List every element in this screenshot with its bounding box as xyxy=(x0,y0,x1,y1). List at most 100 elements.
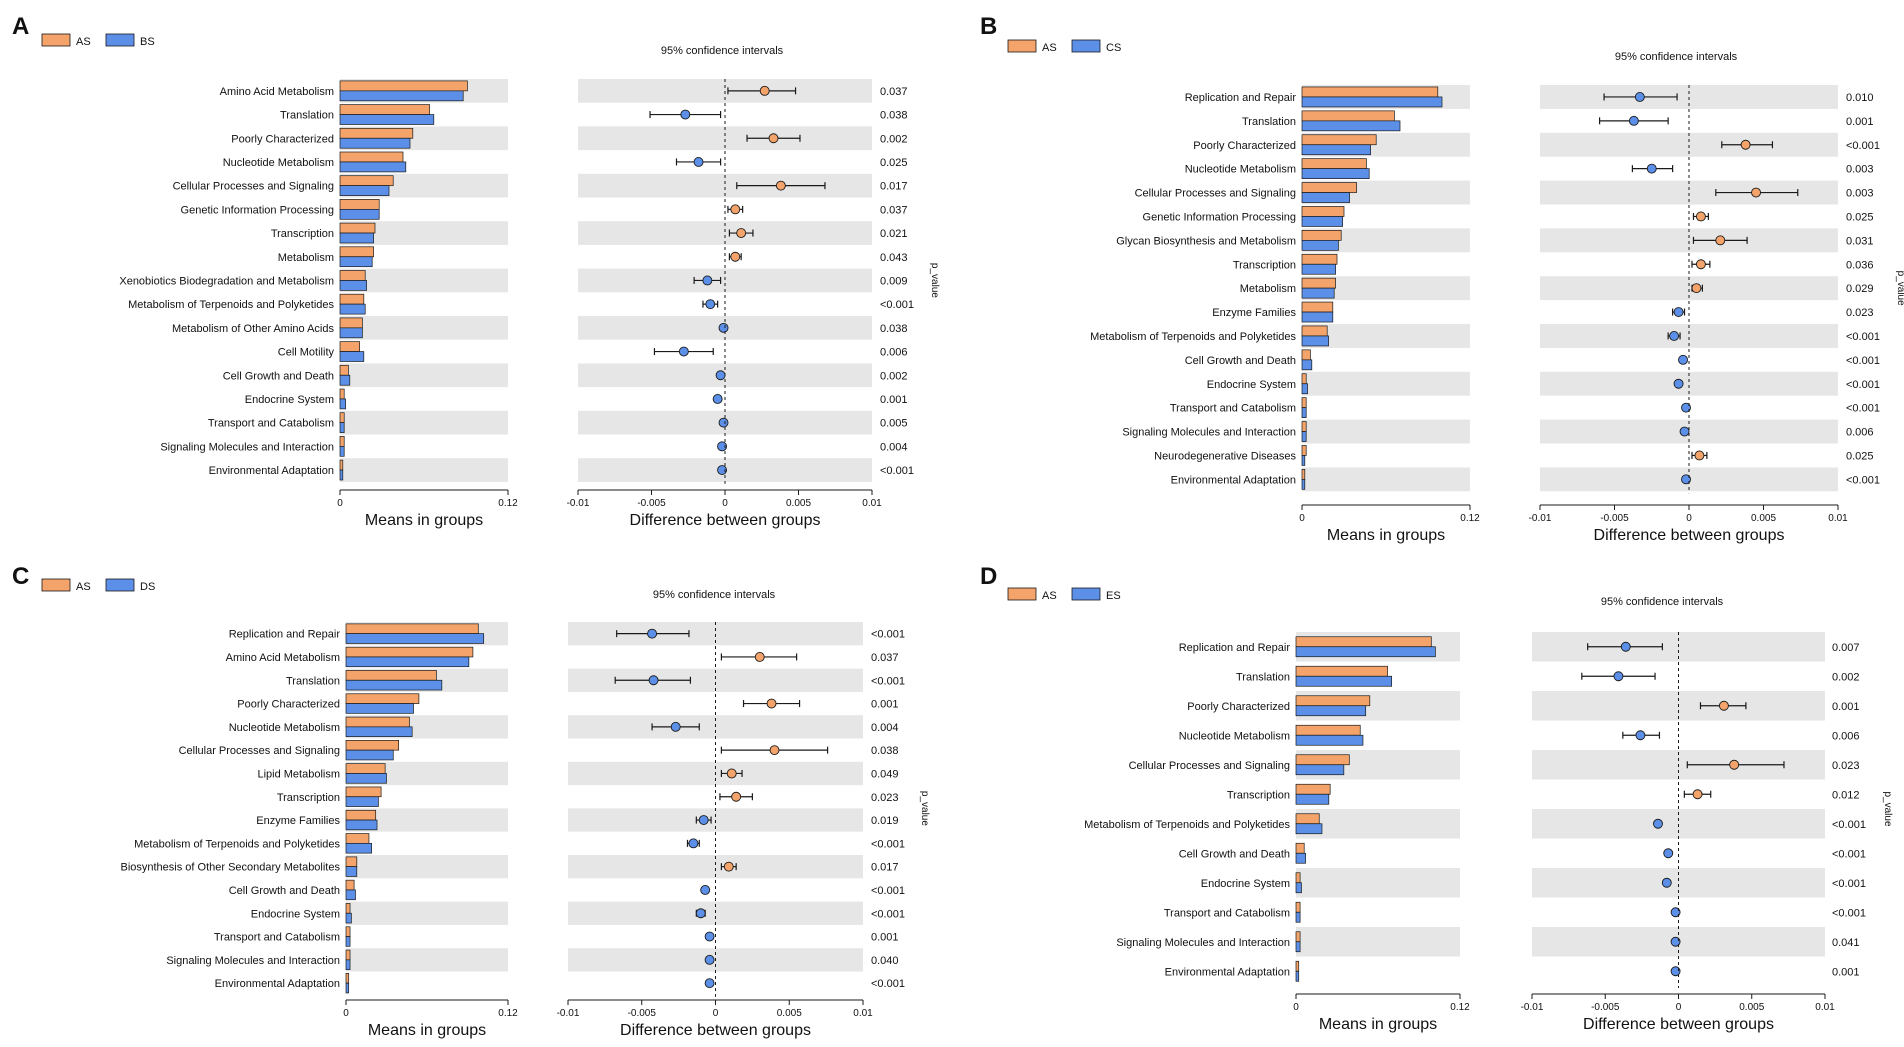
p-value: 0.038 xyxy=(880,323,908,335)
panel-a: A AS BS 95% confidence intervals Amino Acid … xyxy=(12,13,940,529)
category-label: Environmental Adaptation xyxy=(209,465,334,477)
bar-cs xyxy=(1301,216,1343,227)
diff-point xyxy=(1663,848,1674,859)
legend-swatch-a xyxy=(1007,587,1037,601)
category-label: Translation xyxy=(286,675,340,687)
diff-point xyxy=(704,978,715,989)
bar-cs xyxy=(1301,335,1329,347)
legend-label-b: CS xyxy=(1106,42,1121,54)
bar-bs xyxy=(339,232,374,244)
panel-b: B AS CS 95% confidence intervals Replication… xyxy=(980,13,1904,544)
row-band-means xyxy=(346,855,508,879)
diff-point xyxy=(1673,307,1684,317)
diff-point xyxy=(1628,115,1639,126)
bar-as xyxy=(1301,134,1377,146)
legend-a: AS BS xyxy=(41,33,155,48)
row-band-diff xyxy=(578,79,872,103)
bar-es xyxy=(1295,823,1323,835)
means-tick-label: 0.12 xyxy=(498,498,518,509)
category-label: Cellular Processes and Signaling xyxy=(173,181,334,193)
bar-as xyxy=(1301,469,1306,480)
bar-as xyxy=(339,270,366,281)
p-value: 0.003 xyxy=(1846,188,1874,200)
bar-as xyxy=(339,317,363,329)
means-tick-label: 0.12 xyxy=(1460,513,1480,524)
means-axis-title: Means in groups xyxy=(1319,1016,1437,1033)
bar-cs xyxy=(1301,168,1370,179)
diff-point xyxy=(731,791,742,802)
bar-bs xyxy=(339,398,346,410)
panel-letter-d: D xyxy=(980,563,997,590)
bar-ds xyxy=(345,679,443,691)
bar-as xyxy=(345,809,377,821)
diff-point xyxy=(736,228,747,239)
bar-bs xyxy=(339,422,345,433)
row-band-diff xyxy=(1540,324,1838,348)
diff-point xyxy=(1694,450,1705,461)
diff-point xyxy=(1635,730,1646,741)
bar-as xyxy=(345,856,358,868)
legend-label-a: AS xyxy=(1042,590,1057,602)
diff-tick-label: 0.01 xyxy=(1828,513,1848,524)
p-value: 0.010 xyxy=(1846,92,1874,104)
bar-as xyxy=(1301,325,1328,337)
diff-point xyxy=(717,465,728,475)
bar-ds xyxy=(345,656,470,668)
bar-ds xyxy=(345,749,394,761)
bar-as xyxy=(345,693,420,704)
bar-as xyxy=(345,903,351,914)
category-label: Endocrine System xyxy=(245,394,334,406)
category-label: Translation xyxy=(1242,116,1296,128)
row-band-diff xyxy=(1540,228,1838,253)
p-value: 0.038 xyxy=(871,745,899,757)
bar-as xyxy=(345,670,437,681)
p-value: <0.001 xyxy=(871,885,905,897)
legend-label-b: ES xyxy=(1106,590,1121,602)
p-value: <0.001 xyxy=(880,299,914,311)
bar-as xyxy=(1295,960,1300,972)
row-band-means xyxy=(340,316,508,340)
means-tick-label: 0 xyxy=(1293,1002,1299,1013)
bar-es xyxy=(1295,852,1306,864)
category-label: Nucleotide Metabolism xyxy=(1179,730,1290,742)
means-tick-label: 0.12 xyxy=(498,1008,518,1019)
p-value: 0.006 xyxy=(880,347,908,359)
row-band-diff xyxy=(568,855,863,879)
means-tick-label: 0 xyxy=(337,498,343,509)
category-label: Xenobiotics Biodegradation and Metabolis… xyxy=(119,275,334,287)
p-value: 0.009 xyxy=(880,275,908,287)
row-band-diff xyxy=(1540,371,1838,396)
p-value: 0.037 xyxy=(871,652,899,664)
p-value: 0.025 xyxy=(880,157,908,169)
p-value: <0.001 xyxy=(871,908,905,920)
bar-ds xyxy=(345,796,379,807)
bar-as xyxy=(1301,277,1336,289)
panel-d: D AS ES 95% confidence intervals Replication… xyxy=(980,563,1893,1033)
bar-es xyxy=(1295,705,1367,717)
legend-swatch-a xyxy=(41,578,71,592)
p-value: 0.004 xyxy=(871,722,899,734)
p-value: 0.004 xyxy=(880,441,908,453)
p-value: 0.003 xyxy=(1846,164,1874,176)
means-axis-title: Means in groups xyxy=(365,512,483,529)
category-label: Nucleotide Metabolism xyxy=(223,157,334,169)
row-band-means xyxy=(1302,419,1470,444)
bar-as xyxy=(339,412,345,424)
diff-point xyxy=(648,675,659,686)
category-label: Biosynthesis of Other Secondary Metaboli… xyxy=(120,862,340,874)
row-band-diff xyxy=(578,126,872,151)
row-band-means xyxy=(1302,324,1470,348)
bar-as xyxy=(339,364,349,376)
means-axis-title: Means in groups xyxy=(368,1022,486,1039)
p-value: 0.023 xyxy=(871,792,899,804)
diff-point xyxy=(1691,283,1702,294)
diff-tick-label: 0.01 xyxy=(1815,1002,1835,1013)
bar-cs xyxy=(1301,311,1334,323)
bar-as xyxy=(1301,349,1311,361)
diff-point xyxy=(700,885,711,895)
bar-bs xyxy=(339,161,407,173)
row-band-means xyxy=(1296,927,1460,957)
category-label: Genetic Information Processing xyxy=(1143,211,1296,223)
diff-point xyxy=(1740,139,1751,150)
row-band-diff xyxy=(568,668,863,692)
